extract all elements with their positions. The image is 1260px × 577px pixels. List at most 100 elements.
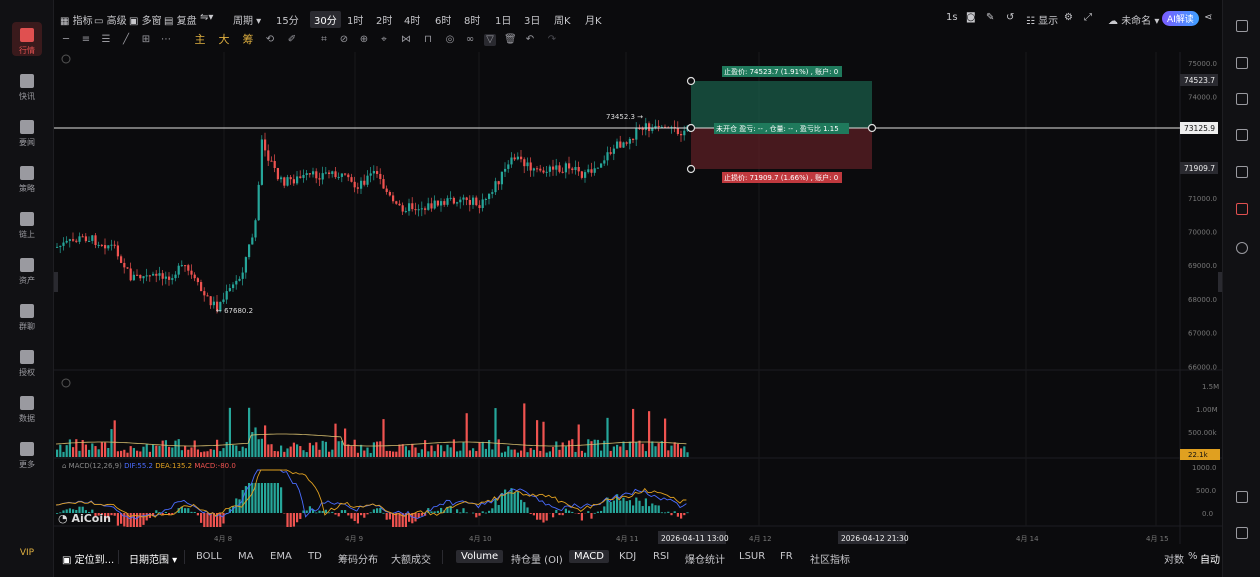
ai-interpret-button[interactable]: AI解读 bbox=[1162, 11, 1199, 26]
filter-icon[interactable]: ▽ bbox=[484, 34, 496, 46]
sub-indicator-3[interactable]: KDJ bbox=[619, 551, 637, 562]
interval-6[interactable]: 8时 bbox=[464, 16, 481, 27]
tp-handle[interactable] bbox=[686, 76, 696, 86]
auto-scale-toggle[interactable]: 自动 bbox=[1200, 555, 1220, 566]
interval-4[interactable]: 4时 bbox=[404, 16, 421, 27]
brush-icon[interactable]: ✐ bbox=[287, 34, 297, 45]
sub-indicator-4[interactable]: RSI bbox=[653, 551, 670, 562]
interval-7[interactable]: 1日 bbox=[495, 16, 512, 27]
indicator-2[interactable]: EMA bbox=[270, 551, 292, 562]
fib-tool-icon[interactable]: ⊞ bbox=[141, 34, 151, 45]
right-collapse-handle[interactable] bbox=[1218, 272, 1222, 292]
sub-indicator-6[interactable]: LSUR bbox=[739, 551, 766, 562]
interval-1[interactable]: 30分 bbox=[310, 11, 341, 28]
sl-handle[interactable] bbox=[686, 164, 696, 174]
indicator-3[interactable]: TD bbox=[308, 551, 322, 562]
undo-icon[interactable]: ↺ bbox=[1006, 12, 1015, 23]
expand-icon[interactable]: ⤢ bbox=[1084, 12, 1092, 23]
fullscreen-icon[interactable] bbox=[1236, 527, 1248, 539]
indicator-0[interactable]: BOLL bbox=[196, 551, 222, 562]
chart-area[interactable]: 止盈价: 74523.7 (1.91%) , 账户: 0 未开仓 盈亏: -- … bbox=[54, 52, 1222, 544]
sync-icon[interactable]: ⟲ bbox=[265, 34, 275, 45]
interval-2[interactable]: 1时 bbox=[347, 16, 364, 27]
trend-tool-icon[interactable]: ╱ bbox=[122, 34, 130, 45]
sidebar-item-6[interactable]: 群聊 bbox=[0, 298, 54, 338]
sidebar-item-9[interactable]: 更多 bbox=[0, 436, 54, 476]
sidebar-item-7[interactable]: 授权 bbox=[0, 344, 54, 384]
multi-window-button[interactable]: ▣ 多窗 bbox=[129, 16, 162, 27]
interval-5[interactable]: 6时 bbox=[435, 16, 452, 27]
sidebar-item-5[interactable]: 资产 bbox=[0, 252, 54, 292]
settings-icon[interactable]: ⚙ bbox=[1064, 12, 1073, 23]
sidebar-item-0[interactable]: 行情 bbox=[0, 22, 54, 62]
stop-loss-zone[interactable] bbox=[691, 128, 872, 169]
big-order-tool-icon[interactable]: 大 bbox=[218, 33, 230, 46]
indicator-5[interactable]: 大额成交 bbox=[391, 555, 431, 566]
grid-icon[interactable] bbox=[1236, 129, 1248, 141]
interval-9[interactable]: 周K bbox=[554, 16, 571, 27]
entry-handle-right[interactable] bbox=[867, 123, 877, 133]
date-range-dropdown[interactable]: 日期范围 ▾ bbox=[129, 555, 178, 566]
display-button[interactable]: ☷ 显示 bbox=[1026, 16, 1059, 27]
log-scale-toggle[interactable]: 对数 bbox=[1164, 555, 1184, 566]
sidebar-item-3[interactable]: 策略 bbox=[0, 160, 54, 200]
interval-3[interactable]: 2时 bbox=[376, 16, 393, 27]
camera-icon[interactable]: ◙ bbox=[966, 12, 976, 23]
hlines-tool-icon[interactable]: ≡ bbox=[81, 34, 91, 45]
vip-badge[interactable]: VIP bbox=[19, 548, 35, 558]
sub-indicator-2[interactable]: MACD bbox=[569, 550, 609, 563]
left-collapse-handle[interactable] bbox=[54, 272, 58, 292]
replay-button[interactable]: ▤ 复盘 bbox=[164, 16, 197, 27]
sidebar-item-4[interactable]: 链上 bbox=[0, 206, 54, 246]
undo-draw-icon[interactable]: ↶ bbox=[525, 34, 535, 45]
advanced-button[interactable]: ▭ 高级 bbox=[94, 16, 127, 27]
interval-8[interactable]: 3日 bbox=[524, 16, 541, 27]
zoom-icon[interactable]: ⊕ bbox=[359, 34, 369, 45]
chart-svg[interactable]: 止盈价: 74523.7 (1.91%) , 账户: 0 未开仓 盈亏: -- … bbox=[54, 52, 1222, 544]
eye-icon[interactable]: ◎ bbox=[445, 34, 455, 45]
lock-icon[interactable]: ⊓ bbox=[424, 34, 432, 45]
sidebar-item-8[interactable]: 数据 bbox=[0, 390, 54, 430]
share-icon[interactable]: ⋖ bbox=[1204, 12, 1213, 23]
period-dropdown[interactable]: 周期 ▾ bbox=[233, 16, 262, 27]
redo-draw-icon[interactable]: ↷ bbox=[547, 34, 557, 45]
interval-0[interactable]: 15分 bbox=[276, 16, 299, 27]
sub-indicator-1[interactable]: 持仓量 (OI) bbox=[511, 555, 563, 566]
delete-icon[interactable]: 🗑 bbox=[504, 34, 517, 45]
sub-indicator-0[interactable]: Volume bbox=[456, 550, 504, 563]
locate-button[interactable]: ▣ 定位到... bbox=[62, 555, 115, 566]
magnet-icon[interactable]: ⊘ bbox=[339, 34, 349, 45]
channel-tool-icon[interactable]: ☰ bbox=[101, 34, 111, 45]
volume-pane-info-icon[interactable] bbox=[61, 378, 71, 388]
replay-dropdown-icon[interactable]: ⇋▾ bbox=[200, 12, 214, 23]
layout-dropdown[interactable]: ☁ 未命名 ▾ bbox=[1108, 16, 1160, 27]
sub-indicator-7[interactable]: FR bbox=[780, 551, 793, 562]
more-tools-icon[interactable]: ⋯ bbox=[161, 34, 171, 45]
orderbook-icon[interactable] bbox=[1236, 20, 1248, 32]
link-icon[interactable]: ∞ bbox=[465, 34, 475, 45]
settings-icon[interactable] bbox=[1236, 491, 1248, 503]
sub-indicator-5[interactable]: 爆仓统计 bbox=[685, 555, 725, 566]
chip-tool-icon[interactable]: 筹 bbox=[242, 33, 254, 46]
refresh-rate[interactable]: 1s bbox=[946, 12, 958, 23]
interval-10[interactable]: 月K bbox=[585, 16, 602, 27]
entry-handle-left[interactable] bbox=[686, 123, 696, 133]
main-pane-info-icon[interactable] bbox=[61, 54, 71, 64]
indicators-button[interactable]: ▦ 指标 bbox=[60, 16, 93, 27]
pen-icon[interactable]: ✎ bbox=[986, 12, 995, 23]
main-tool-icon[interactable]: 主 bbox=[194, 33, 206, 46]
sidebar-item-2[interactable]: 要闻 bbox=[0, 114, 54, 154]
indicator-4[interactable]: 筹码分布 bbox=[338, 555, 378, 566]
list-icon[interactable] bbox=[1236, 93, 1248, 105]
line-tool-icon[interactable]: ─ bbox=[62, 34, 70, 45]
measure-icon[interactable]: ⌖ bbox=[381, 34, 387, 45]
compass-icon[interactable] bbox=[1236, 242, 1248, 254]
layers-icon[interactable] bbox=[1236, 166, 1248, 178]
indicator-1[interactable]: MA bbox=[238, 551, 254, 562]
sub-indicator-8[interactable]: 社区指标 bbox=[810, 555, 850, 566]
take-profit-zone[interactable] bbox=[691, 81, 872, 128]
crop-icon[interactable]: ⌗ bbox=[321, 34, 327, 45]
sidebar-item-1[interactable]: 快讯 bbox=[0, 68, 54, 108]
robot-icon[interactable] bbox=[1236, 203, 1248, 215]
trades-icon[interactable] bbox=[1236, 57, 1248, 69]
